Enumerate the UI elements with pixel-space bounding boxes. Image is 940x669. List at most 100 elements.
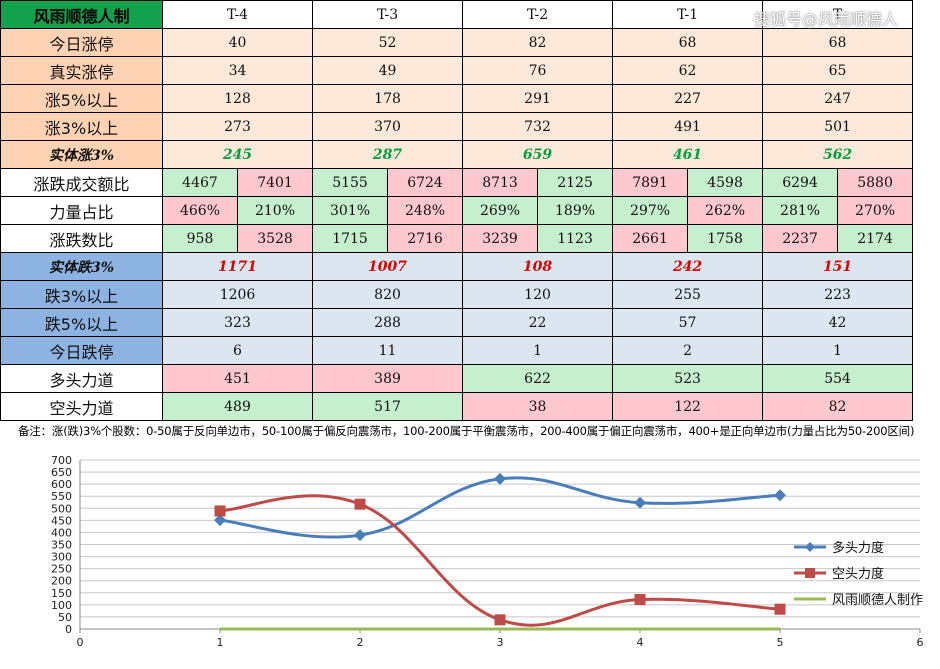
row-label: 今日涨停 <box>0 28 163 57</box>
data-point <box>774 603 786 615</box>
table-cell: 68 <box>612 28 764 57</box>
table-cell: 5880 <box>837 168 914 197</box>
row-label: 真实涨停 <box>0 56 163 85</box>
table-cell: 40 <box>161 28 314 57</box>
table-cell: 1715 <box>312 224 389 253</box>
table-row: 今日跌停 6 11 1 2 1 <box>0 336 914 365</box>
table-cell: 489 <box>161 392 314 421</box>
data-point <box>634 496 646 509</box>
table-cell: 255 <box>612 280 764 309</box>
data-point <box>354 529 366 542</box>
table-cell: 281% <box>762 196 839 225</box>
y-tick-label: 150 <box>51 587 72 600</box>
table-cell: 517 <box>312 392 464 421</box>
row-label: 跌5%以上 <box>0 308 163 337</box>
table-cell: 38 <box>462 392 614 421</box>
table-cell: 461 <box>612 140 764 169</box>
row-label: 力量占比 <box>0 196 163 225</box>
table-cell: 227 <box>612 84 764 113</box>
table-cell: 4467 <box>162 168 238 197</box>
table-cell: 68 <box>762 28 914 57</box>
table-cell: 2237 <box>762 224 839 253</box>
data-point <box>354 498 366 510</box>
y-tick-label: 250 <box>51 563 72 576</box>
table-cell: 5155 <box>312 168 389 197</box>
legend-marker <box>805 542 815 552</box>
x-tick-label: 6 <box>917 636 924 649</box>
table-cell: 11 <box>312 336 464 365</box>
table-cell: 1206 <box>161 280 314 309</box>
table-cell: 262% <box>687 196 764 225</box>
table-cell: 52 <box>312 28 464 57</box>
column-header: T-1 <box>612 0 764 29</box>
table-cell: 7891 <box>612 168 689 197</box>
table-row: 涨跌数比 958 3528 1715 2716 3239 1123 2661 1758 2237 2… <box>0 224 914 253</box>
x-tick-label: 3 <box>497 636 504 649</box>
table-cell: 247 <box>762 84 914 113</box>
table-cell: 210% <box>236 196 314 225</box>
series-line <box>219 476 781 539</box>
y-tick-label: 650 <box>51 466 72 479</box>
table-cell: 248% <box>387 196 464 225</box>
table-row: 涨5%以上 128 178 291 227 247 <box>0 84 914 113</box>
x-tick-label: 2 <box>357 636 364 649</box>
y-tick-label: 700 <box>51 454 72 467</box>
table-cell: 1758 <box>687 224 764 253</box>
table-cell: 491 <box>612 112 764 141</box>
watermark: 搜狐号@风雨顺德人 <box>754 10 899 29</box>
table-cell: 6 <box>161 336 314 365</box>
table-cell: 2 <box>612 336 764 365</box>
table-cell: 659 <box>462 140 614 169</box>
table-cell: 323 <box>161 308 314 337</box>
y-tick-label: 600 <box>51 478 72 491</box>
table-row: 力量占比 466% 210% 301% 248% 269% 189% 297% 262% 281%… <box>0 196 914 225</box>
legend-label: 多头力度 <box>832 540 884 556</box>
table-cell: 82 <box>762 392 914 421</box>
row-label: 多头力道 <box>0 364 163 393</box>
table-cell: 287 <box>312 140 464 169</box>
table-cell: 2661 <box>612 224 689 253</box>
table-row: 跌5%以上 323 288 22 57 42 <box>0 308 914 337</box>
x-tick-label: 1 <box>217 636 224 649</box>
table-row: 涨跌成交额比 4467 7401 5155 6724 8713 2125 7891 4598 62… <box>0 168 914 197</box>
legend-label: 风雨顺德人制作 <box>832 593 923 608</box>
table-cell: 6724 <box>387 168 464 197</box>
table-cell: 389 <box>312 364 464 393</box>
table-row: 实体涨3% 245 287 659 461 562 <box>0 140 914 169</box>
table-cell: 122 <box>612 392 764 421</box>
y-tick-label: 100 <box>51 599 72 612</box>
table-cell: 151 <box>762 252 914 281</box>
x-tick-label: 5 <box>777 636 784 649</box>
table-cell: 1123 <box>537 224 614 253</box>
table-cell: 2174 <box>837 224 914 253</box>
row-label: 涨5%以上 <box>0 84 163 113</box>
column-header: T-4 <box>161 0 314 29</box>
row-label: 实体跌3% <box>0 252 163 281</box>
table-cell: 301% <box>312 196 389 225</box>
row-label: 今日跌停 <box>0 336 163 365</box>
table-cell: 2125 <box>537 168 614 197</box>
table-cell: 120 <box>462 280 614 309</box>
legend-label: 空头力度 <box>832 566 884 582</box>
table-cell: 223 <box>762 280 914 309</box>
data-point <box>494 614 506 626</box>
table-cell: 3239 <box>462 224 539 253</box>
y-tick-label: 550 <box>51 490 72 503</box>
table-note: 备注：涨(跌)3%个股数：0-50属于反向单边市，50-100属于偏反向震荡市，… <box>18 424 915 438</box>
y-tick-label: 450 <box>51 514 72 527</box>
table-cell: 57 <box>612 308 764 337</box>
table-cell: 466% <box>162 196 238 225</box>
table-cell: 42 <box>762 308 914 337</box>
table-cell: 273 <box>161 112 314 141</box>
table-cell: 562 <box>762 140 914 169</box>
power-line-chart: 0501001502002503003504004505005506006507… <box>51 454 924 649</box>
y-tick-label: 0 <box>65 623 72 636</box>
table-cell: 554 <box>762 364 914 393</box>
row-label: 实体涨3% <box>0 140 163 169</box>
column-header: T-2 <box>462 0 614 29</box>
market-stats-table: 风雨顺德人制 T-4 T-3 T-2 T-1 T 今日涨停 40 52 82 68 68 真实涨停 34 4… <box>0 0 914 421</box>
x-tick-label: 4 <box>637 636 644 649</box>
table-cell: 501 <box>762 112 914 141</box>
table-cell: 245 <box>161 140 314 169</box>
row-label: 涨跌成交额比 <box>0 168 163 197</box>
